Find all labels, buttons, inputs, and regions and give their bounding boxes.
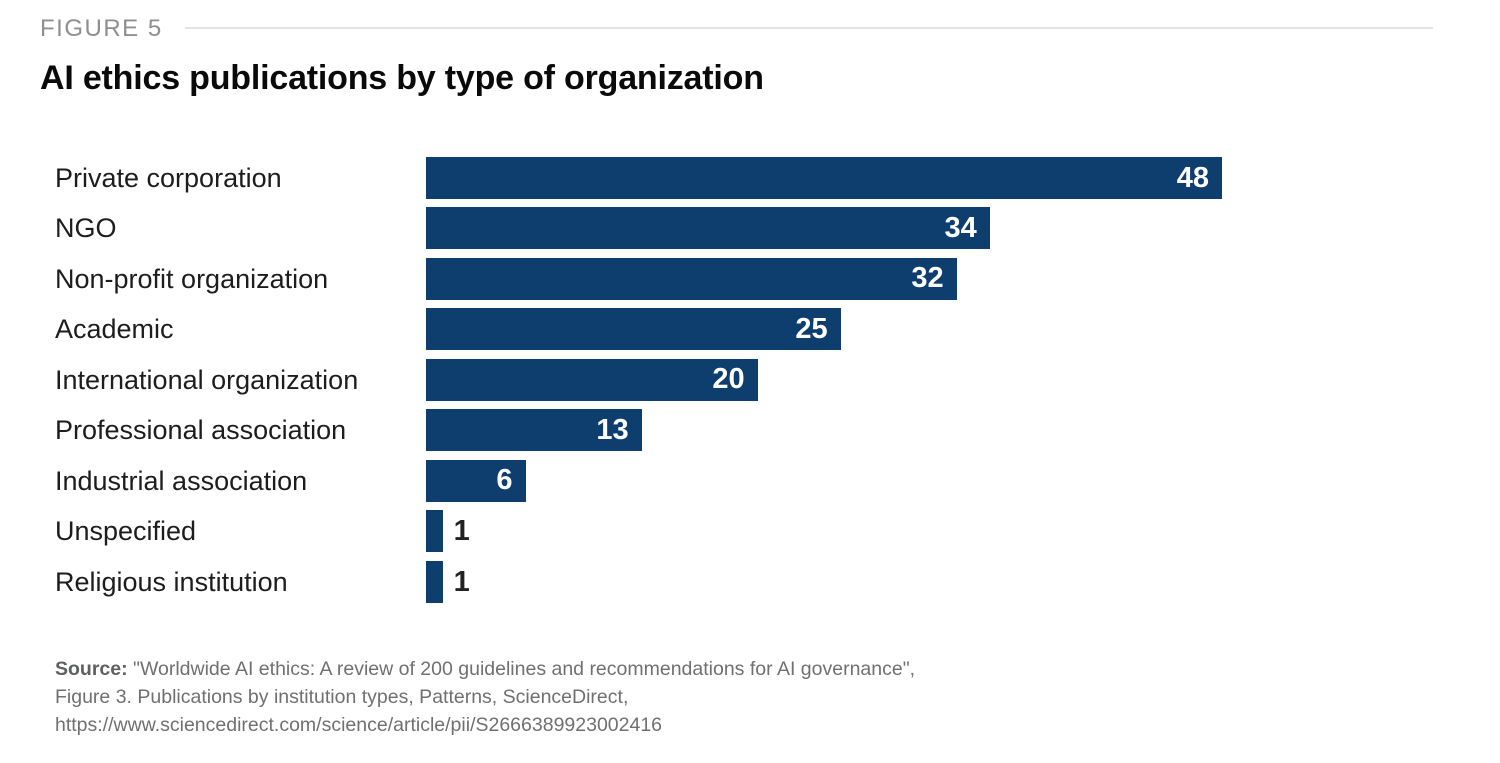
figure-label: FIGURE 5: [40, 15, 163, 42]
bar-track: 34: [426, 207, 1470, 250]
chart-row: Private corporation 48: [40, 157, 1470, 207]
category-label: NGO: [55, 213, 117, 244]
value-label: 1: [453, 565, 470, 598]
value-label: 13: [596, 413, 629, 446]
category-label: Industrial association: [55, 465, 308, 496]
bar: [426, 510, 443, 553]
bar-track: 48: [426, 157, 1470, 199]
category-label: Non-profit organization: [55, 263, 329, 294]
category-label: International organization: [55, 364, 359, 395]
value-label: 32: [911, 262, 944, 295]
chart-row: Academic 25: [40, 308, 1470, 358]
source-citation: "Worldwide AI ethics: A review of 200 gu…: [133, 658, 916, 680]
chart-row: Non-profit organization 32: [40, 257, 1470, 308]
source-url: https://www.sciencedirect.com/science/ar…: [55, 714, 663, 736]
bar: 13: [426, 409, 642, 452]
bar-track: 25: [426, 308, 1470, 351]
source-line-2: Figure 3. Publications by institution ty…: [55, 686, 629, 708]
bar-track: 1: [426, 560, 1470, 603]
value-label: 48: [1176, 161, 1209, 194]
bar-chart: Private corporation 48 NGO 34 Non-profit org…: [40, 157, 1470, 611]
chart-row: NGO 34: [40, 207, 1470, 257]
source-label: Source:: [55, 658, 128, 680]
chart-row: Unspecified 1: [40, 510, 1470, 560]
bar: 20: [426, 358, 758, 401]
bar-track: 32: [426, 257, 1470, 300]
bar-track: 20: [426, 358, 1470, 401]
value-label: 34: [944, 211, 977, 244]
category-label: Private corporation: [55, 163, 282, 193]
value-label: 20: [712, 363, 745, 396]
category-label: Religious institution: [55, 566, 288, 597]
source-line-1: Source: "Worldwide AI ethics: A review o…: [55, 655, 915, 683]
divider-line: [185, 27, 1433, 29]
bar: 6: [426, 459, 526, 502]
bar: [426, 560, 443, 603]
category-label: Unspecified: [55, 516, 197, 547]
source-note: Source: "Worldwide AI ethics: A review o…: [55, 655, 915, 739]
bar: 34: [426, 207, 990, 250]
value-label: 1: [453, 515, 470, 548]
bar: 25: [426, 308, 841, 351]
chart-row: Religious institution 1: [40, 560, 1470, 611]
chart-row: Industrial association 6: [40, 459, 1470, 510]
bar-track: 1: [426, 510, 1470, 553]
category-label: Academic: [55, 314, 174, 345]
chart-row: International organization 20: [40, 358, 1470, 409]
bar: 32: [426, 257, 957, 300]
bar: 48: [426, 157, 1222, 199]
value-label: 6: [496, 464, 513, 497]
bar-track: 13: [426, 409, 1470, 452]
chart-row: Professional association 13: [40, 409, 1470, 459]
category-label: Professional association: [55, 415, 347, 446]
bar-track: 6: [426, 459, 1470, 502]
value-label: 25: [795, 312, 828, 345]
chart-title: AI ethics publications by type of organi…: [40, 59, 764, 97]
